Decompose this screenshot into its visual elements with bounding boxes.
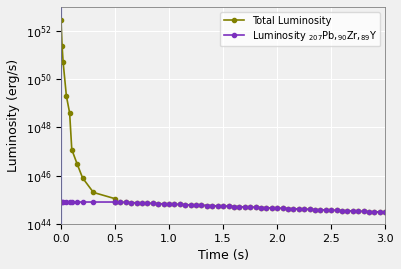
Luminosity $_{207}$Pb,$_{90}$Zr,$_{89}$Y — [59, 200, 63, 204]
Luminosity $_{207}$Pb,$_{90}$Zr,$_{89}$Y — [129, 201, 134, 204]
Total Luminosity — [59, 18, 63, 21]
Luminosity $_{207}$Pb,$_{90}$Zr,$_{89}$Y — [113, 200, 117, 204]
X-axis label: Time (s): Time (s) — [198, 249, 249, 262]
Luminosity $_{207}$Pb,$_{90}$Zr,$_{89}$Y — [178, 203, 182, 206]
Total Luminosity — [124, 201, 128, 204]
Line: Luminosity $_{207}$Pb,$_{90}$Zr,$_{89}$Y: Luminosity $_{207}$Pb,$_{90}$Zr,$_{89}$Y — [59, 200, 387, 214]
Line: Total Luminosity: Total Luminosity — [59, 17, 387, 214]
Total Luminosity — [383, 211, 388, 214]
Total Luminosity — [134, 201, 139, 204]
Luminosity $_{207}$Pb,$_{90}$Zr,$_{89}$Y — [345, 209, 350, 213]
Luminosity $_{207}$Pb,$_{90}$Zr,$_{89}$Y — [259, 206, 263, 209]
Luminosity $_{207}$Pb,$_{90}$Zr,$_{89}$Y — [237, 205, 242, 208]
Total Luminosity — [231, 205, 236, 208]
Luminosity $_{207}$Pb,$_{90}$Zr,$_{89}$Y — [383, 211, 388, 214]
Total Luminosity — [253, 206, 258, 209]
Y-axis label: Luminosity (erg/s): Luminosity (erg/s) — [7, 59, 20, 172]
Luminosity $_{207}$Pb,$_{90}$Zr,$_{89}$Y — [140, 201, 144, 205]
Legend: Total Luminosity, Luminosity $_{207}$Pb,$_{90}$Zr,$_{89}$Y: Total Luminosity, Luminosity $_{207}$Pb,… — [221, 12, 381, 47]
Total Luminosity — [340, 209, 344, 212]
Total Luminosity — [172, 203, 177, 206]
